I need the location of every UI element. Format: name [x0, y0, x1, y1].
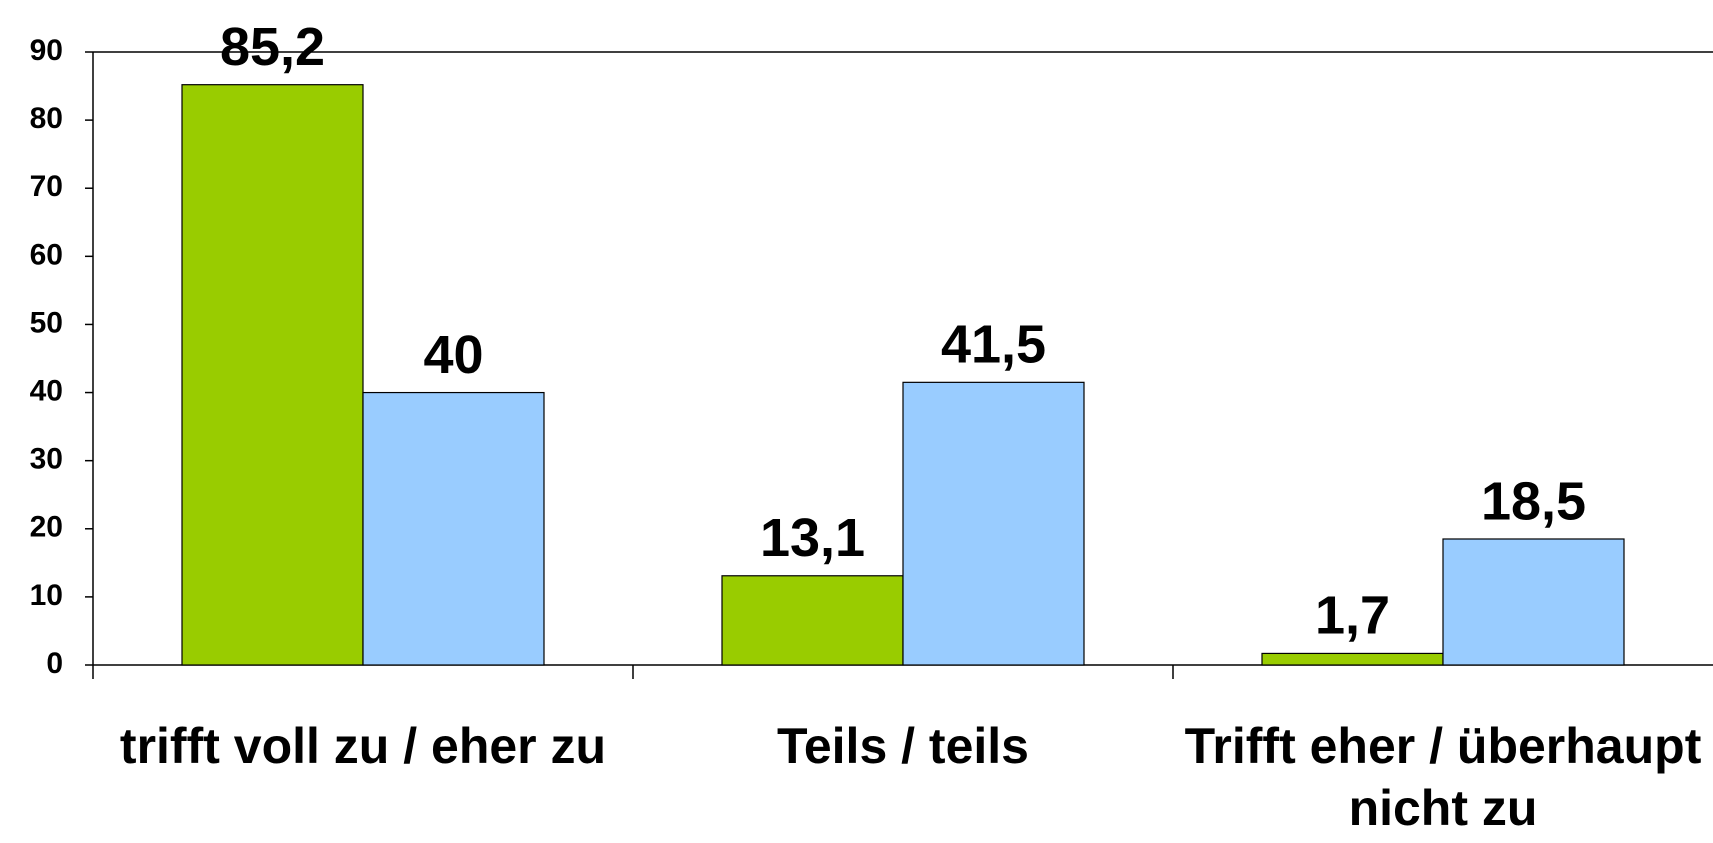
x-tick-label: Trifft eher / überhaupt nicht zu — [1184, 718, 1702, 836]
bar — [902, 381, 1085, 666]
data-label: 1,7 — [1315, 586, 1390, 646]
y-tick-label: 40 — [30, 374, 63, 407]
bar — [1442, 538, 1625, 666]
bar — [362, 391, 545, 666]
x-tick-label: Teils / teils — [777, 718, 1029, 774]
y-tick-label: 0 — [46, 647, 63, 680]
x-tick-label: trifft voll zu / eher zu — [119, 718, 607, 774]
data-label: 18,5 — [1481, 471, 1586, 531]
bar — [1261, 652, 1444, 666]
data-label: 41,5 — [941, 315, 1046, 375]
y-tick-label: 20 — [30, 511, 63, 544]
bar — [721, 575, 904, 666]
y-tick-label: 60 — [30, 238, 63, 271]
bar — [181, 84, 364, 666]
data-label: 40 — [423, 325, 483, 385]
y-tick-label: 90 — [30, 34, 63, 67]
y-tick-label: 70 — [30, 170, 63, 203]
y-tick-label: 10 — [30, 579, 63, 612]
y-tick-label: 30 — [30, 443, 63, 476]
y-tick-label: 80 — [30, 102, 63, 135]
y-tick-label: 50 — [30, 306, 63, 339]
data-label: 85,2 — [220, 17, 325, 77]
data-label: 13,1 — [760, 508, 865, 568]
